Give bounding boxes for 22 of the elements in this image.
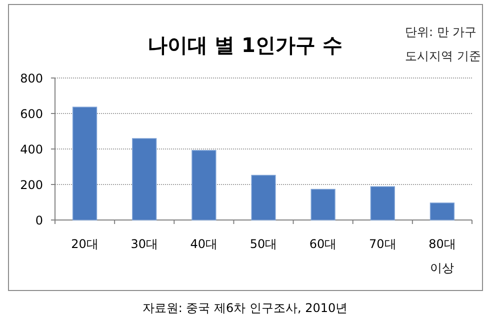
x-tick-label: 40대	[190, 237, 218, 251]
bar	[192, 150, 216, 220]
bar	[430, 202, 455, 220]
x-tick-label: 70대	[369, 237, 396, 251]
bar	[370, 186, 395, 220]
chart-title: 나이대 별 1인가구 수	[148, 33, 342, 57]
x-tick-label: 50대	[250, 237, 278, 251]
y-tick-label: 800	[20, 72, 43, 86]
x-tick-label: 30대	[130, 237, 158, 251]
x-tick-label: 60대	[309, 237, 337, 251]
bar	[132, 138, 157, 220]
bar	[310, 188, 336, 220]
bar	[251, 174, 276, 220]
bar	[72, 106, 98, 220]
x-tick-label: 20대	[71, 237, 98, 251]
y-tick-label: 200	[20, 178, 43, 192]
y-tick-label: 0	[35, 214, 43, 228]
x-tick-label: 80대 이상	[428, 237, 456, 275]
y-tick-label: 400	[20, 142, 43, 156]
y-tick-label: 600	[20, 107, 43, 121]
chart-subtitle: 단위: 만 가구 도시지역 기준	[405, 25, 481, 63]
text: 자료원: 중국 제6차 인구조사, 2010년	[142, 301, 348, 315]
